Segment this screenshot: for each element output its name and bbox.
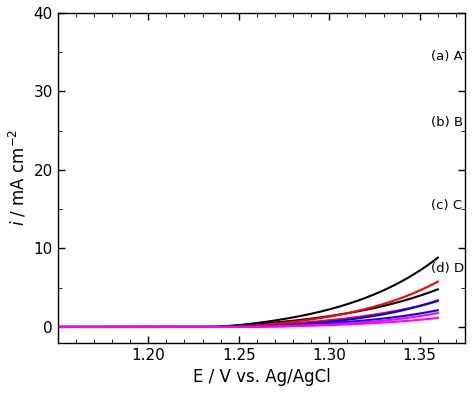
Y-axis label: $i$ / mA cm$^{-2}$: $i$ / mA cm$^{-2}$ [7, 129, 28, 226]
Text: (c) C: (c) C [430, 199, 462, 212]
X-axis label: E / V vs. Ag/AgCl: E / V vs. Ag/AgCl [192, 368, 330, 386]
Text: (a) A: (a) A [430, 50, 462, 62]
Text: (d) D: (d) D [430, 262, 464, 275]
Text: (b) B: (b) B [430, 116, 463, 129]
